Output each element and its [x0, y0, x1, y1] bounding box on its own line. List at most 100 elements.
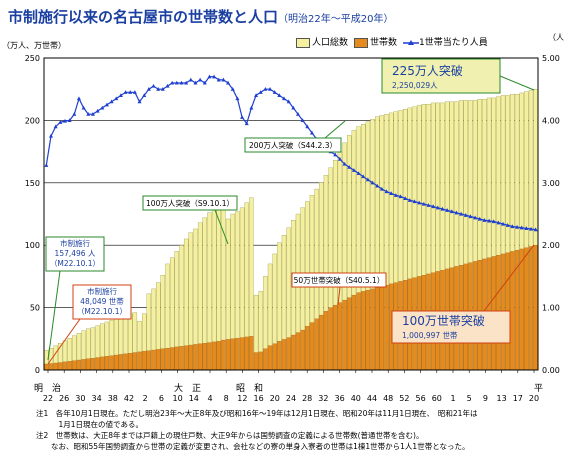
bar-households	[58, 362, 63, 371]
point-persons-per-household	[104, 102, 109, 107]
bar-households	[165, 348, 170, 371]
point-persons-per-household	[510, 224, 515, 229]
point-persons-per-household	[165, 83, 170, 88]
point-persons-per-household	[188, 77, 193, 82]
bar-households	[267, 345, 273, 371]
right-axis-unit: （人	[548, 33, 564, 42]
chart-title: 市制施行以来の名古屋市の世帯数と人口（明治22年～平成20年）	[8, 8, 394, 26]
annotation-city-pop-title: 市制施行	[60, 238, 90, 248]
point-persons-per-household	[300, 118, 305, 122]
annotation-pop-100: 100万人突破（S9.10.1）	[142, 195, 238, 245]
x-tick-label: 40	[351, 394, 361, 403]
point-persons-per-household	[160, 87, 165, 91]
point-persons-per-household	[123, 90, 128, 94]
bar-households	[221, 339, 226, 371]
plot-area: 0 50 100 150 200 250 0.00 1.00 2.00 3.00 4.00 5.00 2…	[25, 54, 560, 403]
x-tick-label: 8	[224, 394, 229, 403]
x-tick-label: 12	[237, 394, 247, 403]
bar-households	[174, 346, 180, 371]
point-persons-per-household	[193, 80, 198, 85]
bar-households	[100, 356, 105, 371]
bar-households	[48, 363, 54, 371]
left-axis-unit: （万人、万世帯）	[2, 41, 66, 50]
annotation-pop-225: 225万人突破 2,250,029人	[381, 58, 535, 94]
x-tick-label: 17	[513, 394, 523, 403]
point-persons-per-household	[174, 80, 179, 85]
x-tick-label: 2	[143, 394, 148, 403]
point-persons-per-household	[282, 96, 287, 101]
point-persons-per-household	[435, 205, 440, 210]
era-showa: 昭 和	[236, 383, 263, 394]
annotation-hh-100: 100万世帯突破 1,000,997 世帯	[391, 244, 535, 344]
point-persons-per-household	[137, 99, 142, 104]
x-tick-label: 9	[483, 394, 488, 403]
bar-households	[76, 359, 82, 371]
bar-households	[207, 342, 212, 371]
bar-households	[142, 351, 147, 371]
era-taisho: 大 正	[174, 382, 201, 394]
right-tick-label: 4.00	[542, 116, 560, 125]
point-persons-per-household	[263, 87, 268, 91]
annotation-city-hh-title: 市制施行	[87, 286, 117, 296]
point-persons-per-household	[235, 96, 240, 101]
point-persons-per-household	[132, 90, 137, 94]
point-persons-per-household	[421, 201, 426, 206]
bar-households	[53, 362, 58, 371]
footnote-line: 1月1日現在の値である。	[36, 420, 143, 429]
x-tick-label: 20	[529, 394, 539, 403]
bar-households	[328, 307, 333, 371]
point-persons-per-household	[118, 93, 123, 98]
point-persons-per-household	[258, 90, 263, 94]
point-persons-per-household	[272, 90, 277, 94]
point-persons-per-household	[67, 118, 72, 122]
point-persons-per-household	[473, 215, 478, 220]
bar-households	[323, 311, 329, 371]
legend-item-population: 人口総数	[296, 35, 348, 48]
left-tick-label: 0	[35, 366, 40, 375]
point-persons-per-household	[445, 208, 450, 212]
bar-households	[230, 338, 235, 371]
right-tick-label: 1.00	[542, 304, 560, 313]
bar-households	[44, 363, 49, 371]
point-persons-per-household	[337, 156, 342, 161]
x-tick-label: 56	[416, 394, 426, 403]
point-persons-per-household	[128, 90, 133, 94]
bar-households	[183, 345, 189, 371]
x-tick-label: 38	[108, 394, 118, 403]
point-persons-per-household	[412, 199, 417, 204]
x-tick-label: 36	[335, 394, 345, 403]
annotation-city-hh-date: （M22.10.1）	[77, 307, 127, 316]
point-persons-per-household	[114, 96, 119, 101]
point-persons-per-household	[431, 204, 436, 209]
bar-households	[361, 291, 366, 371]
x-tick-label: 20	[270, 394, 280, 403]
bar-households	[333, 304, 338, 371]
legend: 人口総数 世帯数 1世帯当たり人員	[296, 35, 488, 48]
point-persons-per-household	[403, 196, 408, 200]
point-persons-per-household	[459, 211, 464, 216]
legend-item-households: 世帯数	[354, 35, 397, 48]
point-persons-per-household	[384, 189, 389, 194]
right-tick-label: 0.00	[542, 366, 560, 375]
point-persons-per-household	[379, 186, 384, 191]
bar-households	[286, 337, 291, 371]
bar-households	[90, 357, 96, 371]
svg-text:200万人突破（S44.2.3）: 200万人突破（S44.2.3）	[249, 140, 337, 150]
point-persons-per-household	[221, 77, 226, 82]
point-persons-per-household	[244, 121, 249, 126]
point-persons-per-household	[277, 93, 282, 98]
bar-households	[104, 356, 110, 371]
x-tick-label: 22	[43, 394, 53, 403]
point-persons-per-household	[109, 99, 114, 104]
bar-households	[263, 348, 268, 371]
bar-households	[169, 347, 175, 371]
bar-households	[533, 245, 538, 371]
point-persons-per-household	[356, 171, 361, 176]
svg-text:100万世帯突破: 100万世帯突破	[402, 313, 485, 328]
bar-households	[351, 294, 357, 371]
x-tick-label: 14	[189, 394, 199, 403]
x-tick-label: 5	[467, 394, 472, 403]
bar-households	[239, 337, 245, 371]
x-tick-label: 6	[159, 394, 164, 403]
bar-households	[193, 344, 198, 371]
